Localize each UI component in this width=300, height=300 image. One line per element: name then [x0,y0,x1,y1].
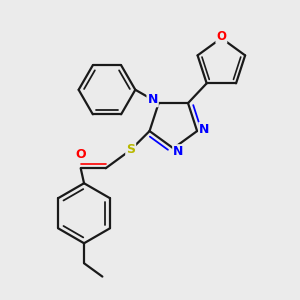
Text: O: O [216,30,226,43]
Text: O: O [75,148,86,161]
Text: N: N [148,93,158,106]
Text: N: N [199,123,210,136]
Text: N: N [173,145,184,158]
Text: S: S [126,143,135,156]
